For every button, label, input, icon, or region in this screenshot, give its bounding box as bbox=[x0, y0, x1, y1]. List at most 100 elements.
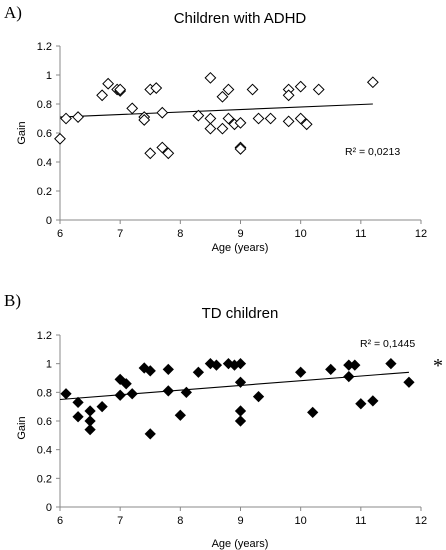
panel-b-data-point bbox=[343, 370, 355, 383]
panel-b-y-tick-label: 0.8 bbox=[37, 387, 52, 399]
panel-a: A) Children with ADHD 0 0.2 0.4 0.6 0.8 1 1.2 6… bbox=[4, 3, 427, 254]
panel-b-data-point bbox=[84, 405, 96, 417]
panel-b-plot-area: 0 0.2 0.4 0.6 0.8 1 1.2 6 7 8 9 10 11 12 bbox=[37, 330, 427, 527]
panel-b-y-tick-label: 0.6 bbox=[37, 416, 52, 428]
panel-a-data-point bbox=[252, 112, 265, 125]
panel-b-x-tick-label: 7 bbox=[117, 515, 123, 527]
panel-a-data-point bbox=[246, 83, 259, 96]
panel-b-y-axis-label: Gain bbox=[16, 416, 28, 439]
panel-b-data-point bbox=[403, 376, 415, 388]
panel-b-data-point bbox=[234, 405, 247, 417]
panel-a-data-point bbox=[204, 112, 217, 125]
panel-b-data-point bbox=[162, 363, 174, 376]
panel-a-y-tick-label: 0 bbox=[46, 215, 52, 227]
panel-b-data-point bbox=[162, 385, 174, 397]
panel-b-data-point bbox=[349, 359, 361, 371]
panel-a-data-point bbox=[150, 82, 163, 94]
panel-a-data-point bbox=[54, 132, 66, 145]
panel-a-y-tick-label: 0.4 bbox=[37, 157, 52, 169]
panel-a-data-point bbox=[216, 90, 229, 103]
panel-b-data-point bbox=[252, 391, 265, 403]
panel-a-data-point bbox=[222, 112, 235, 125]
panel-a-data-point bbox=[138, 114, 151, 126]
panel-b-data-point bbox=[222, 358, 235, 370]
panel-a-r2-annotation: R² = 0,0213 bbox=[345, 146, 400, 158]
panel-a-data-point bbox=[282, 115, 295, 128]
panel-a-x-tick-label: 6 bbox=[57, 228, 63, 240]
panel-a-letter: A) bbox=[4, 3, 22, 22]
panel-a-x-tick-label: 11 bbox=[355, 228, 366, 240]
panel-b-data-point bbox=[307, 406, 319, 419]
panel-a-x-axis-label: Age (years) bbox=[212, 242, 269, 254]
panel-b: B) TD children 0 0.2 0.4 0.6 0.8 1 1.2 6 7 8 9 10 11… bbox=[4, 291, 443, 550]
panel-b-trendline bbox=[59, 371, 410, 401]
panel-b-data-point bbox=[60, 388, 72, 400]
panel-a-data-point bbox=[96, 89, 109, 102]
panel-b-data-point bbox=[325, 363, 337, 376]
panel-a-data-point bbox=[60, 112, 72, 125]
panel-b-data-point bbox=[385, 358, 397, 370]
panel-b-data-point bbox=[367, 395, 379, 407]
panel-a-x-tick-label: 8 bbox=[177, 228, 183, 240]
panel-a-x-tick-label: 9 bbox=[237, 228, 243, 240]
panel-a-trendline bbox=[59, 103, 373, 118]
panel-a-y-axis-label: Gain bbox=[16, 121, 28, 144]
panel-b-y-tick-label: 0.2 bbox=[37, 473, 52, 485]
panel-b-data-point bbox=[174, 409, 186, 421]
panel-a-data-point bbox=[234, 143, 247, 155]
panel-a-x-tick-label: 12 bbox=[415, 228, 427, 240]
panel-a-plot-area: 0 0.2 0.4 0.6 0.8 1 1.2 6 7 8 9 10 11 12 bbox=[37, 41, 427, 240]
panel-b-data-point bbox=[120, 378, 132, 390]
panel-b-y-tick-label: 1 bbox=[46, 359, 52, 371]
panel-b-letter: B) bbox=[4, 291, 21, 310]
panel-a-data-point bbox=[114, 83, 127, 96]
panel-a-data-point bbox=[312, 83, 325, 96]
panel-a-y-tick-label: 1 bbox=[46, 70, 52, 82]
panel-a-data-point bbox=[156, 141, 169, 154]
panel-a-y-tick-label: 0.2 bbox=[37, 186, 52, 198]
panel-b-x-tick-label: 11 bbox=[355, 515, 366, 527]
panel-a-y-tick-label: 1.2 bbox=[37, 41, 52, 53]
panel-b-data-point bbox=[295, 366, 307, 378]
panel-a-data-point bbox=[162, 147, 175, 160]
panel-a-data-point bbox=[216, 122, 229, 135]
panel-a-data-point bbox=[204, 122, 217, 135]
panel-a-data-point bbox=[282, 89, 295, 102]
panel-b-data-point bbox=[72, 411, 84, 423]
panel-a-title: Children with ADHD bbox=[174, 10, 307, 27]
panel-a-data-point bbox=[300, 118, 313, 131]
panel-b-x-tick-label: 12 bbox=[415, 515, 427, 527]
panel-a-y-tick-label: 0.8 bbox=[37, 99, 52, 111]
panel-b-data-point bbox=[72, 396, 84, 408]
panel-a-data-point bbox=[234, 116, 247, 129]
panel-b-data-point bbox=[204, 358, 217, 370]
panel-b-title: TD children bbox=[202, 305, 279, 322]
panel-b-data-point bbox=[355, 398, 367, 410]
panel-b-data-point bbox=[180, 386, 192, 398]
panel-b-data-point bbox=[144, 365, 156, 377]
panel-b-y-tick-label: 0.4 bbox=[37, 445, 52, 457]
panel-a-data-point bbox=[366, 76, 379, 89]
panel-b-data-point bbox=[96, 401, 108, 413]
panel-b-x-tick-label: 8 bbox=[177, 515, 183, 527]
panel-a-data-point bbox=[294, 112, 307, 125]
panel-a-data-point bbox=[192, 109, 205, 122]
panel-a-data-point bbox=[204, 71, 217, 84]
panel-b-x-tick-label: 10 bbox=[295, 515, 307, 527]
panel-a-data-point bbox=[222, 83, 235, 96]
panel-b-data-point bbox=[234, 376, 247, 388]
panel-b-x-axis-label: Age (years) bbox=[212, 538, 269, 550]
panel-b-data-point bbox=[84, 423, 96, 436]
panel-b-y-tick-label: 1.2 bbox=[37, 330, 52, 342]
panel-a-data-point bbox=[156, 106, 169, 119]
panel-a-data-point bbox=[126, 102, 139, 115]
panel-b-x-tick-label: 9 bbox=[237, 515, 243, 527]
panel-a-data-point bbox=[72, 111, 84, 123]
panel-b-y-tick-label: 0 bbox=[46, 502, 52, 514]
panel-b-r2-annotation: R² = 0,1445 bbox=[360, 338, 415, 350]
panel-b-data-point bbox=[144, 428, 156, 440]
panel-b-x-tick-label: 6 bbox=[57, 515, 63, 527]
panel-b-data-point bbox=[210, 359, 223, 371]
panel-a-x-tick-label: 7 bbox=[117, 228, 123, 240]
